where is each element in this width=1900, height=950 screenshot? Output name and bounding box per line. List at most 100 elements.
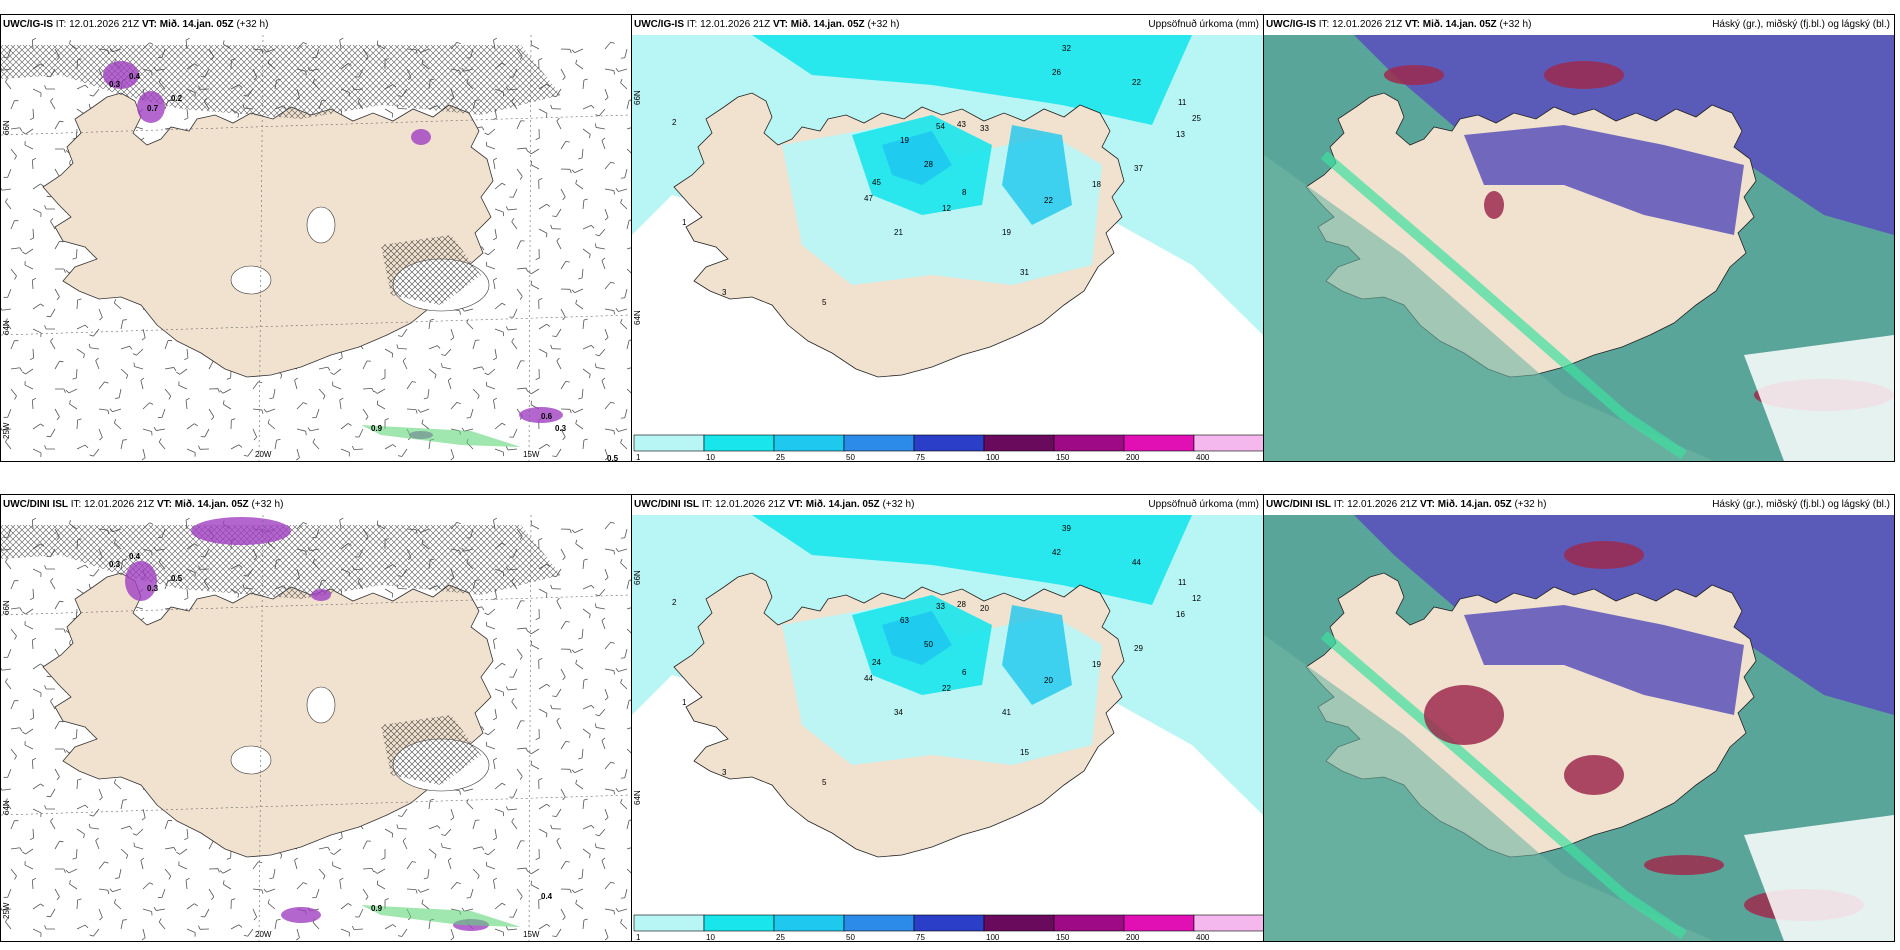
colorbar-swatch — [1123, 434, 1195, 452]
panel-header: UWC/DINI ISL IT: 12.01.2026 21Z VT: Mið.… — [3, 499, 284, 510]
precip-value: 20 — [980, 604, 989, 613]
latitude-label: 66N — [633, 90, 642, 105]
colorbar-swatch — [913, 914, 985, 932]
precip-value: 20 — [1044, 676, 1053, 685]
panel-field-title: Uppsöfnuð úrkoma (mm) — [1148, 499, 1259, 510]
precip-value: 33 — [980, 124, 989, 133]
colorbar-label: 10 — [706, 453, 715, 461]
longitude-line — [258, 35, 264, 461]
precip-value: 5 — [822, 778, 827, 787]
low-cloud-blob — [1564, 541, 1644, 569]
precip-value: 16 — [1176, 610, 1185, 619]
precip-value: 41 — [1002, 708, 1011, 717]
colorbar-label: 150 — [1056, 933, 1070, 941]
longitude-line — [258, 515, 264, 941]
map-panel-ig-precip: UWC/IG-IS IT: 12.01.2026 21Z VT: Mið. 14… — [631, 14, 1264, 462]
precip-colorbar: 1 10 25 50 75 100 150 200 400 — [633, 434, 1263, 461]
precip-value: 24 — [872, 658, 881, 667]
precip-value: 12 — [1192, 594, 1201, 603]
value-label: 0.3 — [147, 584, 159, 593]
latitude-line — [1, 114, 631, 136]
precip-area-high — [882, 131, 952, 185]
precip-value: 21 — [894, 228, 903, 237]
colorbar-label: 50 — [846, 933, 855, 941]
longitude-label: 20W — [255, 930, 272, 939]
precip-value: 39 — [1062, 524, 1071, 533]
value-label: 0.4 — [541, 892, 553, 901]
colorbar-label: 400 — [1196, 453, 1210, 461]
precip-value: 47 — [864, 194, 873, 203]
mid-cloud-band — [1320, 151, 1687, 460]
value-label: 0.3 — [555, 424, 567, 433]
colorbar-label: 200 — [1126, 933, 1140, 941]
low-cloud-blob — [1424, 685, 1504, 745]
snow-hatch-area — [381, 715, 481, 785]
precip-value: 22 — [1044, 196, 1053, 205]
precip-value: 2 — [672, 598, 677, 607]
panel-header: UWC/DINI ISL IT: 12.01.2026 21Z VT: Mið.… — [1264, 495, 1894, 515]
precip-blob — [103, 61, 139, 89]
latitude-label: 64N — [2, 320, 11, 335]
colorbar-swatch — [633, 434, 705, 452]
snow-hatch-area — [1, 45, 561, 119]
latitude-label: 66N — [2, 120, 11, 135]
colorbar-swatch — [1053, 914, 1125, 932]
precip-value: 12 — [942, 204, 951, 213]
precip-value: 3 — [722, 288, 727, 297]
value-label: 0.3 — [109, 560, 121, 569]
glacier-shape — [306, 206, 336, 244]
panel-header: UWC/IG-IS IT: 12.01.2026 21Z VT: Mið. 14… — [3, 19, 269, 30]
colorbar-swatch — [1193, 434, 1263, 452]
colorbar-label: 200 — [1126, 453, 1140, 461]
latitude-line — [1, 314, 631, 336]
value-label: 0.3 — [109, 80, 121, 89]
map-panel-ig-wind: UWC/IG-IS IT: 12.01.2026 21Z VT: Mið. 14… — [0, 14, 632, 462]
colorbar-swatch — [703, 434, 775, 452]
low-cloud-blob — [1564, 755, 1624, 795]
colorbar-swatch — [633, 914, 705, 932]
longitude-line — [528, 515, 532, 941]
precip-value: 13 — [1176, 130, 1185, 139]
colorbar-swatch — [983, 434, 1055, 452]
mid-cloud-band — [1320, 631, 1687, 940]
colorbar-label: 100 — [986, 933, 1000, 941]
precip-value: 19 — [1002, 228, 1011, 237]
latitude-line — [1, 794, 631, 816]
panel-field-title: Háský (gr.), miðský (fj.bl.) og lágský (… — [1712, 499, 1890, 510]
value-label: 0.4 — [129, 552, 141, 561]
latitude-label: 25W — [2, 422, 11, 439]
precip-value: 22 — [1132, 78, 1141, 87]
precip-value: 1 — [682, 698, 687, 707]
colorbar-swatch — [843, 434, 915, 452]
precip-value: 54 — [936, 122, 945, 131]
precip-blob — [191, 517, 291, 545]
panel-header: UWC/IG-IS IT: 12.01.2026 21Z VT: Mið. 14… — [1264, 15, 1894, 35]
colorbar-swatch — [913, 434, 985, 452]
colorbar-swatch — [1123, 914, 1195, 932]
colorbar-label: 50 — [846, 453, 855, 461]
colorbar-label: 1 — [636, 933, 641, 941]
precip-value: 8 — [962, 188, 967, 197]
longitude-label: 20W — [255, 450, 272, 459]
map-panel-ig-cloud: UWC/IG-IS IT: 12.01.2026 21Z VT: Mið. 14… — [1263, 14, 1895, 462]
low-cloud-area — [1264, 155, 1714, 461]
longitude-line — [528, 35, 532, 461]
value-label: 0.6 — [541, 412, 553, 421]
cloud-map — [1264, 515, 1894, 941]
value-label: 0.4 — [129, 72, 141, 81]
precip-value: 15 — [1020, 748, 1029, 757]
precip-value: 42 — [1052, 548, 1061, 557]
precip-value: 19 — [900, 136, 909, 145]
glacier-shape — [230, 745, 272, 775]
low-cloud-blob — [1644, 855, 1724, 875]
precip-value: 29 — [1134, 644, 1143, 653]
colorbar-label: 150 — [1056, 453, 1070, 461]
precip-value: 3 — [722, 768, 727, 777]
longitude-label: 15W — [523, 930, 540, 939]
value-label: 0.9 — [371, 904, 383, 913]
colorbar-swatch — [703, 914, 775, 932]
value-label: 0.7 — [147, 104, 159, 113]
longitude-label: 15W — [523, 450, 540, 459]
low-cloud-blob — [1544, 61, 1624, 89]
